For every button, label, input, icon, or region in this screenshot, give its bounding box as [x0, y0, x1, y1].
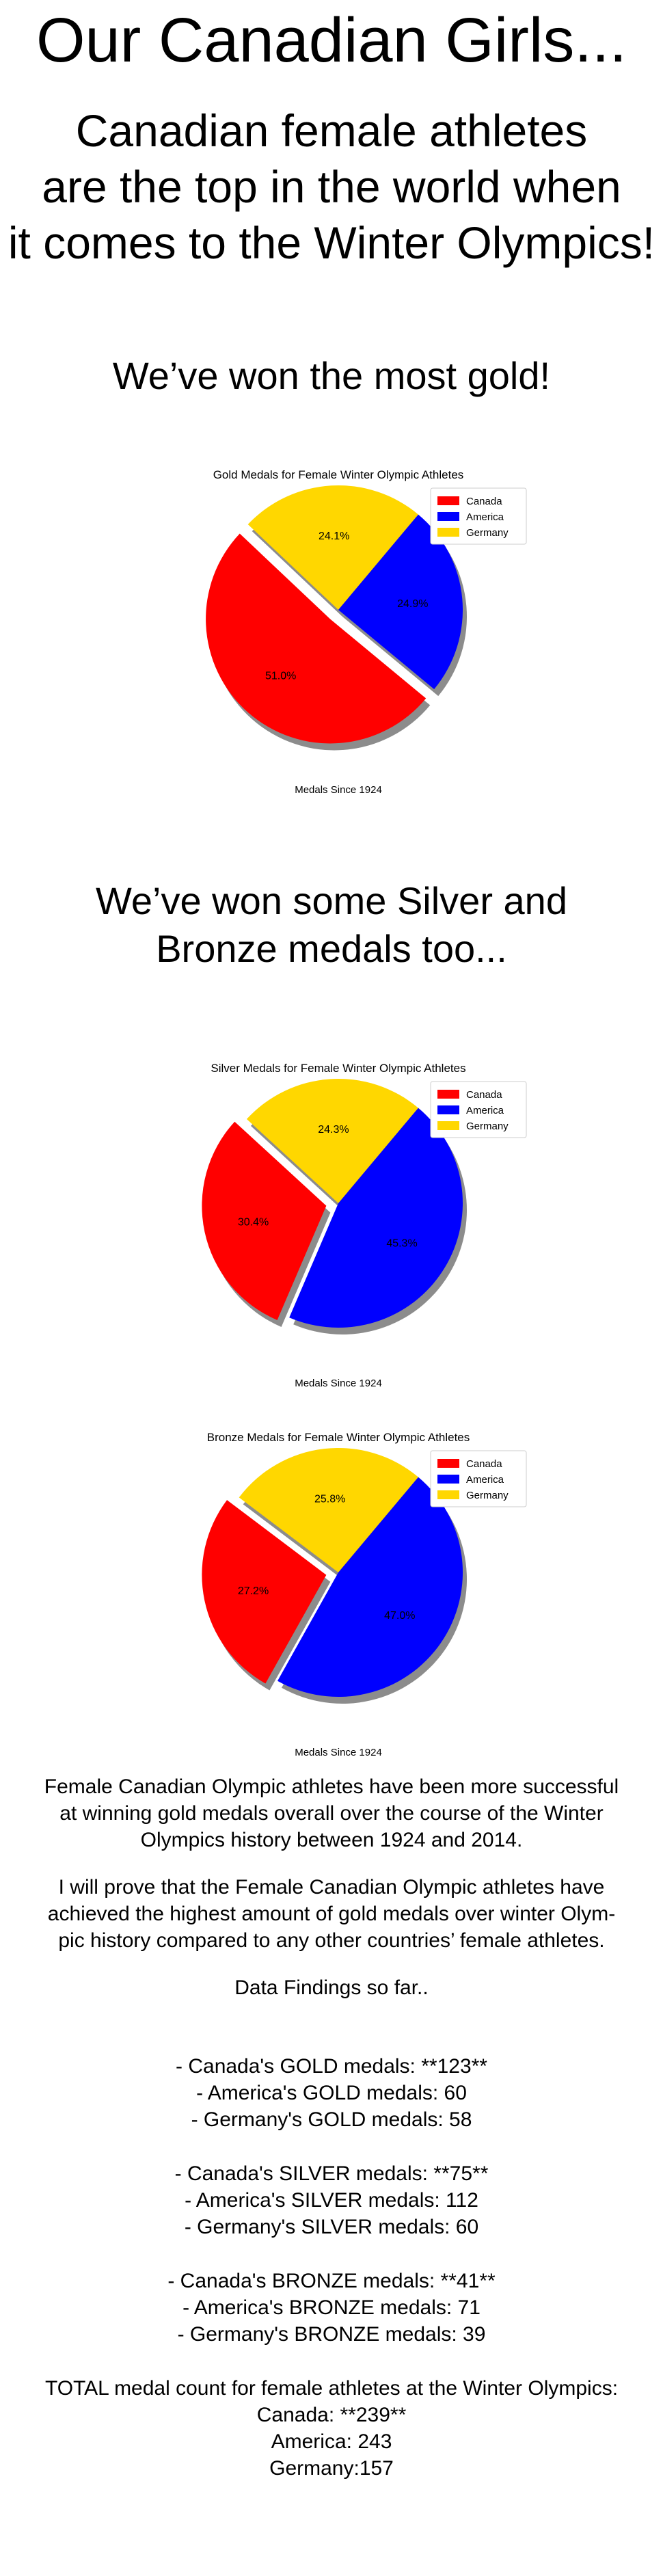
chart-title: Bronze Medals for Female Winter Olympic …: [207, 1431, 470, 1444]
heading-line: Bronze medals too...: [0, 925, 663, 973]
silver-line: - America's SILVER medals: 112: [0, 2187, 663, 2214]
paragraph-intro: Female Canadian Olympic athletes have be…: [0, 1773, 663, 1853]
bronze-line: - America's BRONZE medals: 71: [0, 2294, 663, 2321]
x-axis-label: Medals Since 1924: [295, 1747, 382, 1758]
legend-swatch-germany: [437, 528, 459, 537]
slice-label-america: 24.9%: [397, 598, 428, 610]
bronze-pie-chart: Bronze Medals for Female Winter Olympic …: [0, 1422, 663, 1777]
paragraph-line: Female Canadian Olympic athletes have be…: [0, 1773, 663, 1800]
paragraph-line: Olympics history between 1924 and 2014.: [0, 1827, 663, 1853]
silver-pie-chart: Silver Medals for Female Winter Olympic …: [0, 1053, 663, 1408]
data-findings-heading: Data Findings so far..: [0, 1974, 663, 2001]
legend-swatch-america: [437, 512, 459, 521]
page-subtitle: Canadian female athletes are the top in …: [0, 103, 663, 271]
silver-line: - Germany's SILVER medals: 60: [0, 2214, 663, 2240]
silver-findings: - Canada's SILVER medals: **75** - Ameri…: [0, 2160, 663, 2240]
total-findings: TOTAL medal count for female athletes at…: [0, 2375, 663, 2482]
gold-line: - America's GOLD medals: 60: [0, 2080, 663, 2106]
legend-swatch-canada: [437, 1459, 459, 1468]
bronze-line: - Canada's BRONZE medals: **41**: [0, 2268, 663, 2294]
slice-label-germany: 24.3%: [318, 1124, 349, 1136]
slice-label-canada: 51.0%: [265, 670, 296, 682]
legend-swatch-canada: [437, 1090, 459, 1099]
legend-label-america: America: [466, 1474, 504, 1486]
gold-pie-chart: Gold Medals for Female Winter Olympic At…: [0, 459, 663, 815]
legend-swatch-canada: [437, 496, 459, 505]
bronze-chart: Bronze Medals for Female Winter Olympic …: [0, 1422, 663, 1777]
legend-label-germany: Germany: [466, 1490, 509, 1501]
x-axis-label: Medals Since 1924: [295, 1378, 382, 1389]
page-title: Our Canadian Girls...: [0, 3, 663, 78]
total-line: Germany:157: [0, 2455, 663, 2482]
slice-label-germany: 24.1%: [319, 531, 349, 542]
total-line: TOTAL medal count for female athletes at…: [0, 2375, 663, 2402]
legend-label-america: America: [466, 1105, 504, 1116]
bronze-findings: - Canada's BRONZE medals: **41** - Ameri…: [0, 2268, 663, 2348]
slice-label-canada: 27.2%: [238, 1585, 269, 1597]
gold-line: - Canada's GOLD medals: **123**: [0, 2053, 663, 2080]
legend-label-germany: Germany: [466, 1121, 509, 1132]
paragraph-line: I will prove that the Female Canadian Ol…: [0, 1874, 663, 1901]
total-line: America: 243: [0, 2428, 663, 2455]
chart-title: Gold Medals for Female Winter Olympic At…: [213, 468, 464, 481]
gold-findings: - Canada's GOLD medals: **123** - Americ…: [0, 2053, 663, 2133]
paragraph-line: pic history compared to any other countr…: [0, 1927, 663, 1954]
legend-label-canada: Canada: [466, 1458, 502, 1470]
total-line: Canada: **239**: [0, 2402, 663, 2428]
legend-swatch-america: [437, 1475, 459, 1484]
paragraph-claim: I will prove that the Female Canadian Ol…: [0, 1874, 663, 1954]
legend-label-canada: Canada: [466, 1089, 502, 1101]
bronze-line: - Germany's BRONZE medals: 39: [0, 2321, 663, 2348]
legend-swatch-america: [437, 1105, 459, 1114]
chart-title: Silver Medals for Female Winter Olympic …: [211, 1062, 465, 1075]
slice-label-germany: 25.8%: [314, 1494, 345, 1505]
silver-bronze-heading: We’ve won some Silver and Bronze medals …: [0, 877, 663, 973]
paragraph-line: at winning gold medals overall over the …: [0, 1800, 663, 1827]
legend-swatch-germany: [437, 1121, 459, 1130]
silver-line: - Canada's SILVER medals: **75**: [0, 2160, 663, 2187]
x-axis-label: Medals Since 1924: [295, 784, 382, 796]
slice-label-canada: 30.4%: [238, 1217, 269, 1229]
slice-label-america: 47.0%: [384, 1610, 415, 1622]
legend-label-germany: Germany: [466, 527, 509, 539]
findings-section: Female Canadian Olympic athletes have be…: [0, 1773, 663, 2482]
slice-label-america: 45.3%: [386, 1237, 417, 1249]
legend-label-america: America: [466, 511, 504, 523]
subtitle-line: it comes to the Winter Olympics!: [0, 215, 663, 271]
subtitle-line: Canadian female athletes: [0, 103, 663, 159]
subtitle-line: are the top in the world when: [0, 159, 663, 215]
gold-heading: We’ve won the most gold!: [0, 352, 663, 400]
heading-line: We’ve won some Silver and: [0, 877, 663, 925]
silver-chart: Silver Medals for Female Winter Olympic …: [0, 1053, 663, 1408]
gold-line: - Germany's GOLD medals: 58: [0, 2106, 663, 2133]
paragraph-line: achieved the highest amount of gold meda…: [0, 1901, 663, 1927]
gold-chart: Gold Medals for Female Winter Olympic At…: [0, 459, 663, 815]
legend-swatch-germany: [437, 1490, 459, 1499]
legend-label-canada: Canada: [466, 496, 502, 507]
